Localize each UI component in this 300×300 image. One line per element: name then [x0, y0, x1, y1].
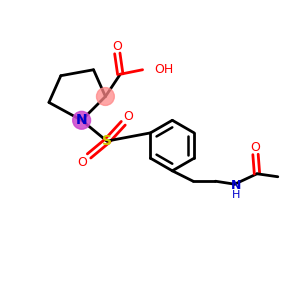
Circle shape	[73, 111, 91, 129]
Text: H: H	[232, 190, 240, 200]
Text: OH: OH	[154, 63, 173, 76]
Text: N: N	[76, 113, 88, 127]
Text: S: S	[102, 134, 112, 148]
Text: O: O	[112, 40, 122, 53]
Text: O: O	[123, 110, 133, 123]
Text: O: O	[78, 156, 88, 169]
Text: N: N	[231, 179, 242, 192]
Text: O: O	[250, 141, 260, 154]
Circle shape	[97, 88, 114, 105]
